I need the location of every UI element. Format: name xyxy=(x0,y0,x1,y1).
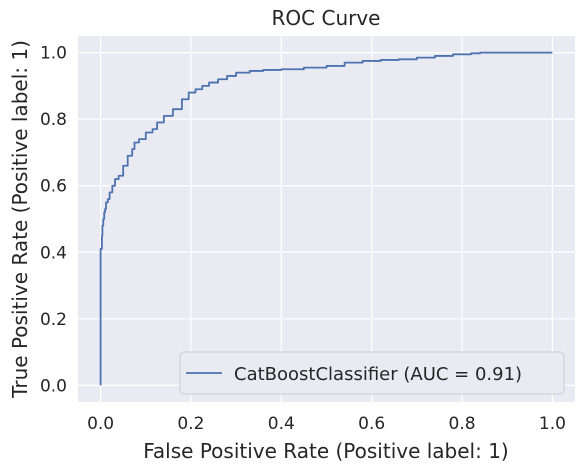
y-tick-label: 0.4 xyxy=(40,243,67,263)
ticks: 0.0 0.2 0.4 0.6 0.8 1.0 0.0 0.2 0.4 0.6 0.8 1.0 xyxy=(40,44,566,434)
x-tick-label: 0.6 xyxy=(358,414,385,434)
y-tick-label: 1.0 xyxy=(40,44,67,64)
series-layer xyxy=(99,51,553,386)
legend: CatBoostClassifier (AUC = 0.91) xyxy=(179,351,565,395)
grid xyxy=(78,36,575,402)
plot-background xyxy=(78,36,575,402)
legend-box xyxy=(179,351,565,395)
x-tick-label: 0.2 xyxy=(177,414,204,434)
x-axis-label: False Positive Rate (Positive label: 1) xyxy=(143,439,509,463)
chart-title: ROC Curve xyxy=(272,6,381,30)
legend-label: CatBoostClassifier (AUC = 0.91) xyxy=(234,364,522,385)
y-tick-label: 0.2 xyxy=(40,310,67,330)
x-tick-label: 0.8 xyxy=(449,414,476,434)
y-tick-label: 0.8 xyxy=(40,110,67,130)
x-tick-label: 1.0 xyxy=(539,414,566,434)
x-tick-label: 0.0 xyxy=(87,414,114,434)
y-tick-label: 0.0 xyxy=(40,376,67,396)
y-tick-label: 0.6 xyxy=(40,177,67,197)
roc-series-line xyxy=(99,51,553,386)
x-tick-label: 0.4 xyxy=(268,414,295,434)
y-axis-label: True Positive Rate (Positive label: 1) xyxy=(8,40,32,399)
